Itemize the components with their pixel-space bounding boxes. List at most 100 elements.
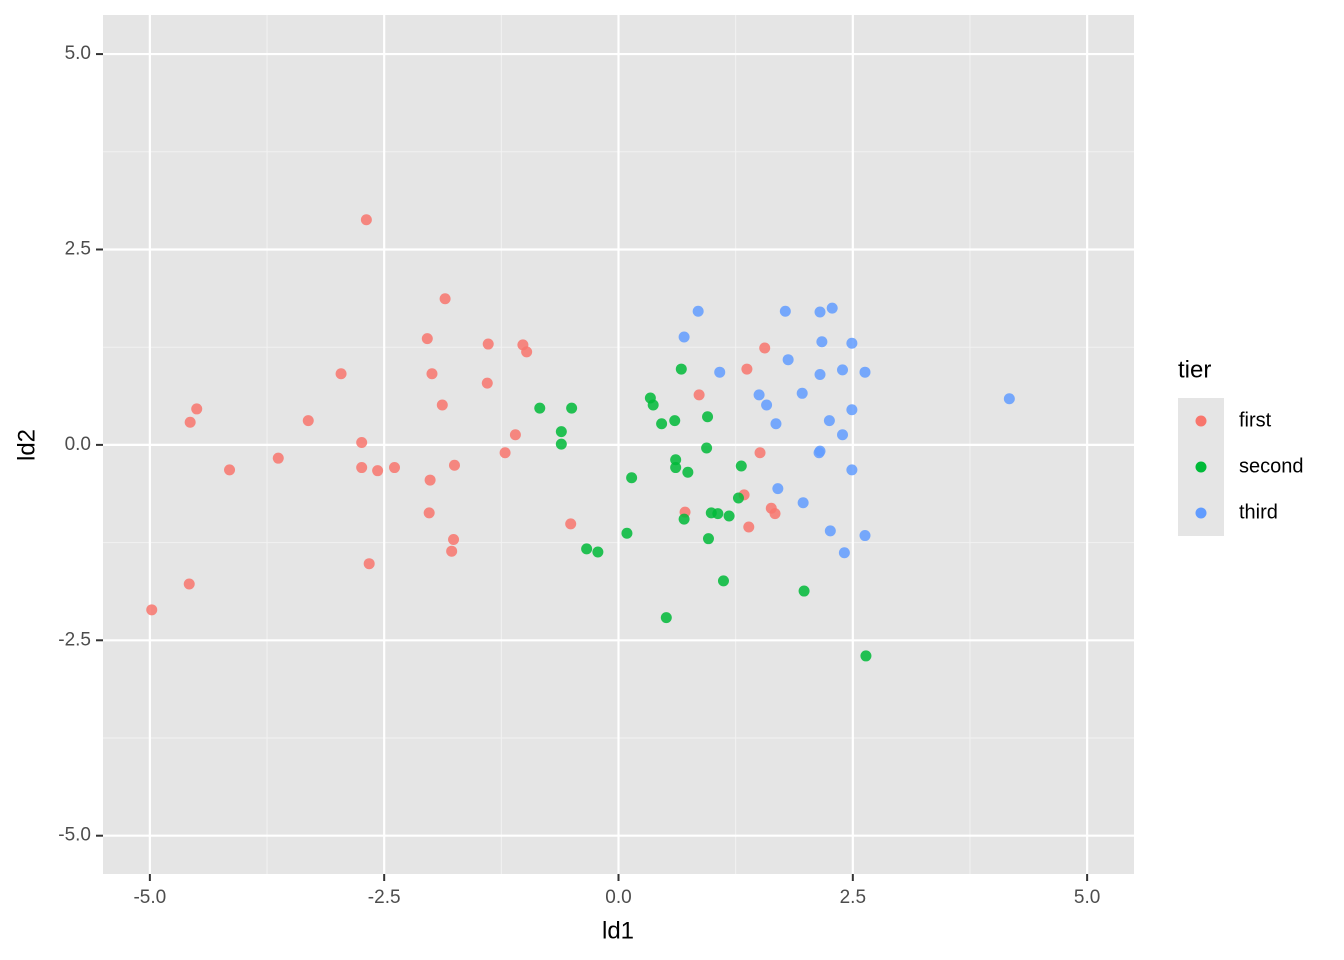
point (656, 418, 668, 430)
point (421, 333, 433, 345)
point (184, 416, 196, 428)
point (846, 464, 858, 476)
point (509, 429, 521, 441)
point (356, 437, 368, 449)
point (796, 387, 808, 399)
point (741, 363, 753, 375)
point (714, 366, 726, 378)
point (826, 302, 838, 314)
point (769, 508, 781, 520)
point (423, 507, 435, 519)
legend-title: tier (1178, 356, 1211, 383)
x-tick-label: -2.5 (368, 887, 401, 908)
y-tick-label: 0.0 (65, 434, 91, 455)
point (682, 466, 694, 478)
point (754, 447, 766, 459)
point (837, 364, 849, 376)
y-tick-label: -2.5 (58, 629, 91, 650)
point (702, 411, 714, 423)
y-axis-title: ld2 (13, 429, 40, 461)
point (424, 474, 436, 486)
point (335, 368, 347, 380)
point (448, 459, 460, 471)
point (823, 415, 835, 427)
point (838, 547, 850, 559)
point (860, 650, 872, 662)
point (436, 399, 448, 411)
point (859, 366, 871, 378)
x-tick-label: 5.0 (1074, 887, 1100, 908)
x-tick-label: 0.0 (605, 887, 631, 908)
point (592, 546, 604, 558)
point (753, 389, 765, 401)
point (814, 306, 826, 318)
point (678, 331, 690, 343)
point (581, 543, 593, 555)
x-axis-title: ld1 (602, 917, 634, 944)
x-tick-label: 2.5 (840, 887, 866, 908)
point (183, 578, 195, 590)
legend-key (1195, 415, 1207, 427)
point (272, 452, 284, 464)
y-tick-label: -5.0 (58, 825, 91, 846)
point (363, 558, 375, 570)
point (224, 464, 236, 476)
point (761, 399, 773, 411)
point (846, 337, 858, 349)
point (481, 377, 493, 389)
point (521, 346, 533, 358)
point (782, 354, 794, 366)
point (482, 338, 494, 350)
legend: first second third (1178, 398, 1304, 536)
points (146, 214, 1015, 662)
point (555, 438, 567, 450)
point (772, 483, 784, 495)
point (660, 612, 672, 624)
point (798, 585, 810, 597)
point (759, 342, 771, 354)
legend-key (1195, 507, 1207, 519)
point (701, 442, 713, 454)
point (735, 460, 747, 472)
point (813, 447, 825, 459)
point (837, 429, 849, 441)
point (678, 513, 690, 525)
point (693, 389, 705, 401)
point (816, 336, 828, 348)
point (448, 533, 460, 545)
point (669, 415, 681, 427)
point (555, 426, 567, 438)
point (846, 404, 858, 416)
axes: -5.0 -2.5 0.0 2.5 5.0 -5.0 -2.5 0.0 2.5 5.0 (58, 43, 1100, 908)
point (859, 530, 871, 542)
point (446, 545, 458, 557)
point (670, 462, 682, 474)
point (534, 402, 546, 414)
legend-label: first (1239, 409, 1272, 431)
point (712, 508, 724, 520)
point (675, 363, 687, 375)
point (723, 510, 735, 522)
grid (103, 15, 1134, 874)
point (779, 305, 791, 317)
point (1003, 393, 1015, 405)
point (670, 454, 682, 466)
point (797, 497, 809, 509)
point (770, 418, 782, 430)
point (647, 399, 659, 411)
y-tick-label: 5.0 (65, 43, 91, 64)
point (388, 462, 400, 474)
point (824, 525, 836, 537)
point (426, 368, 438, 380)
point (566, 402, 578, 414)
y-tick-label: 2.5 (65, 239, 91, 260)
point (360, 214, 372, 226)
point (702, 533, 714, 545)
point (191, 403, 203, 415)
x-tick-label: -5.0 (133, 887, 166, 908)
point (302, 415, 314, 427)
point (717, 575, 729, 587)
point (499, 447, 511, 459)
point (621, 527, 633, 539)
